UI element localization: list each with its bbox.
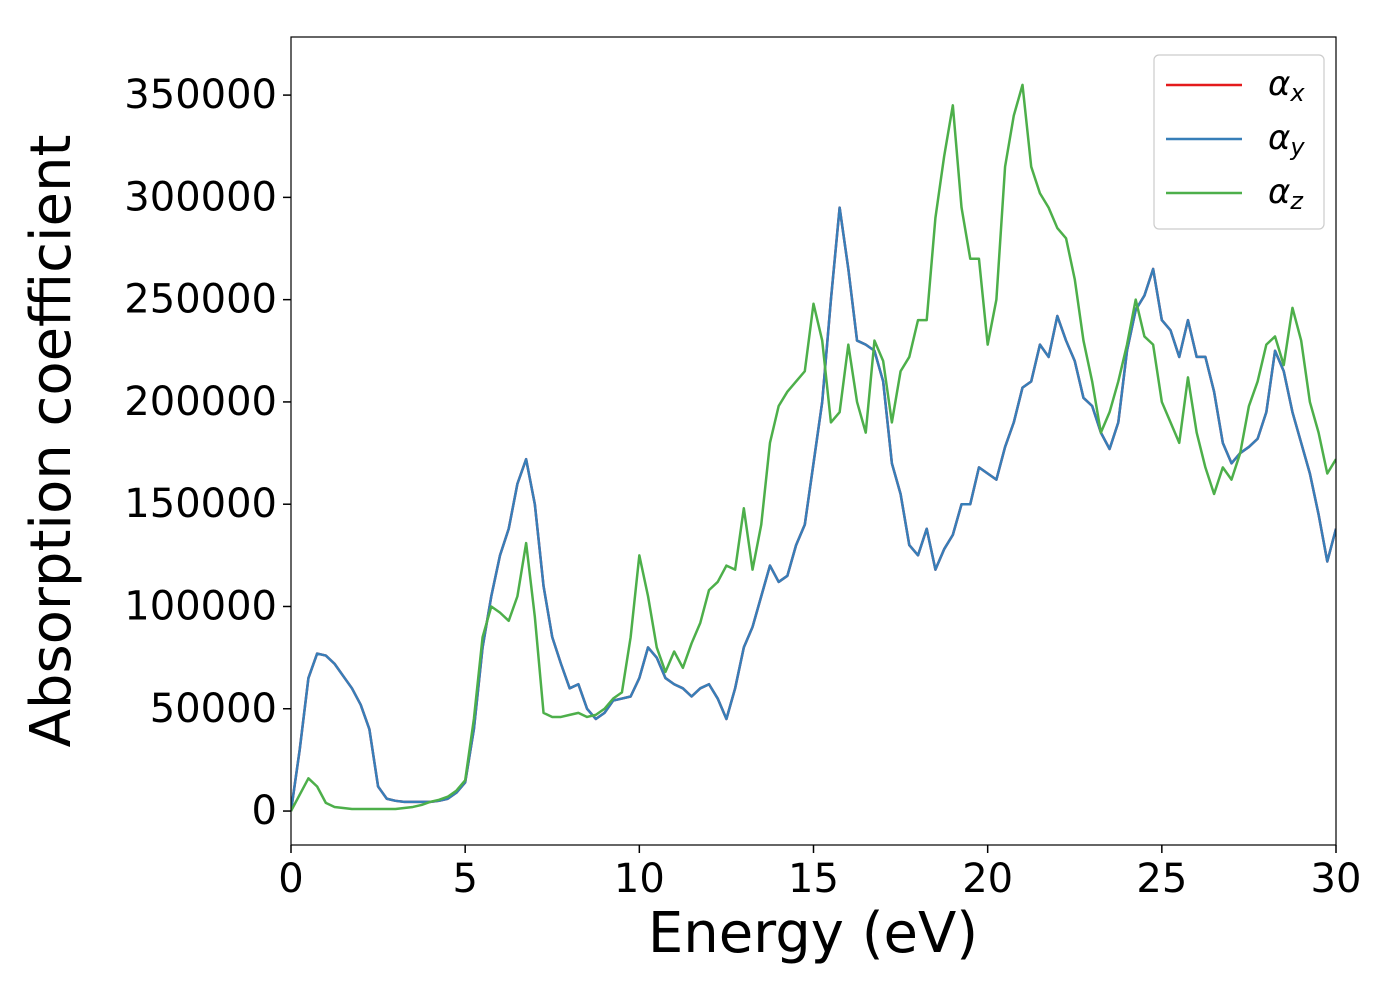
y-tick-label: 0 <box>252 788 277 834</box>
legend-label: αx <box>1268 64 1305 108</box>
series-line <box>291 206 1336 812</box>
x-tick-label: 10 <box>614 856 665 902</box>
legend-label: αz <box>1268 172 1304 216</box>
legend-box <box>1153 54 1325 230</box>
x-tick-label: 15 <box>788 856 839 902</box>
y-tick-label: 250000 <box>124 277 277 323</box>
y-tick-label: 50000 <box>150 686 277 732</box>
legend-label: αy <box>1268 118 1305 162</box>
y-tick-label: 300000 <box>124 174 277 220</box>
x-tick-label: 0 <box>278 856 303 902</box>
series-line <box>291 206 1336 812</box>
y-tick-label: 100000 <box>124 583 277 629</box>
x-tick-label: 30 <box>1311 856 1362 902</box>
x-tick-label: 20 <box>962 856 1013 902</box>
x-tick-label: 5 <box>452 856 477 902</box>
y-tick-label: 150000 <box>124 481 277 527</box>
x-axis-label: Energy (eV) <box>648 901 978 966</box>
y-tick-label: 350000 <box>124 72 277 118</box>
series-line <box>291 83 1336 812</box>
y-axis-label: Absorption coefficient <box>19 135 84 748</box>
x-tick-label: 25 <box>1136 856 1187 902</box>
plot-frame <box>290 36 1337 846</box>
y-tick-label: 200000 <box>124 379 277 425</box>
